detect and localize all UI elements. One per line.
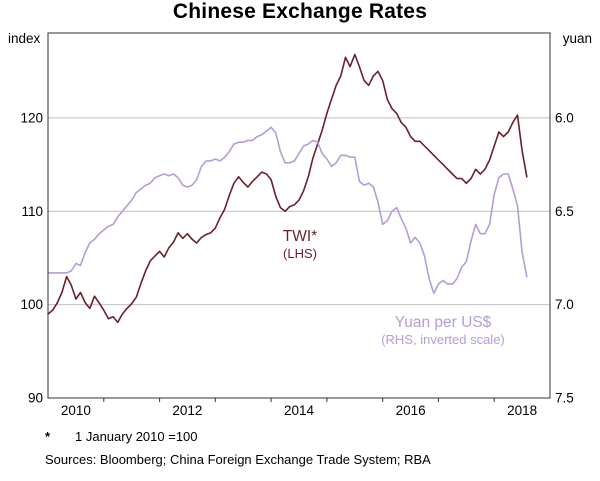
footnotes: * 1 January 2010 =100 Sources: Bloomberg… [45, 429, 431, 467]
plot-frame [47, 32, 551, 399]
right-axis-tick-label: 6.0 [555, 110, 574, 125]
twi-annotation-axis: (LHS) [283, 246, 317, 262]
footnote-line: * 1 January 2010 =100 [45, 429, 431, 444]
left-axis-tick-label: 100 [20, 297, 43, 312]
twi-annotation: TWI* (LHS) [238, 227, 362, 263]
right-axis-tick-label: 7.0 [555, 297, 574, 312]
left-axis-tick-label: 90 [28, 391, 43, 406]
left-axis-unit-label: index [8, 31, 41, 46]
twi-line [47, 53, 528, 324]
right-axis-tick-label: 6.5 [555, 204, 574, 219]
right-axis-tick-label: 7.5 [555, 391, 574, 406]
x-axis-label: 2010 [61, 403, 91, 418]
yuan-annotation-axis: (RHS, inverted scale) [381, 332, 505, 348]
x-axis-label: 2016 [396, 403, 426, 418]
x-axis-label: 2014 [284, 403, 315, 418]
x-axis-label: 2018 [507, 403, 537, 418]
yuan-annotation-name: Yuan per US$ [394, 314, 492, 331]
twi-annotation-name: TWI* [282, 228, 318, 245]
yuan-annotation: Yuan per US$ (RHS, inverted scale) [352, 313, 534, 349]
sources-text: Sources: Bloomberg; China Foreign Exchan… [45, 452, 431, 467]
footnote-text: 1 January 2010 =100 [75, 429, 198, 444]
chart-title: Chinese Exchange Rates [172, 0, 428, 23]
left-axis-tick-label: 120 [20, 110, 43, 125]
yuan-line [47, 126, 528, 295]
footnote-marker: * [45, 429, 51, 444]
right-axis-unit-label: yuan [562, 31, 592, 46]
left-axis-tick-label: 110 [21, 204, 43, 219]
x-axis-label: 2012 [172, 403, 202, 418]
